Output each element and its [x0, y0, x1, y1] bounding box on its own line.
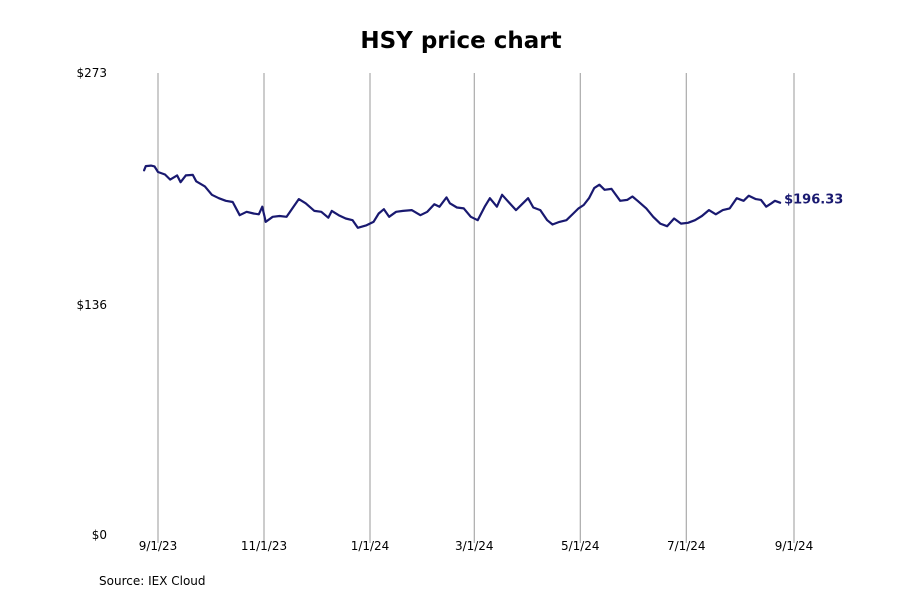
x-axis-ticks: 9/1/23 11/1/23 1/1/24 3/1/24 5/1/24 7/1/24 9/1…: [139, 539, 814, 553]
x-tick-label-6: 9/1/24: [775, 539, 814, 553]
y-tick-label-1: $136: [76, 298, 107, 312]
x-tick-label-4: 5/1/24: [561, 539, 600, 553]
x-tick-label-2: 1/1/24: [351, 539, 390, 553]
last-price-label: $196.33: [784, 193, 843, 208]
y-axis-ticks: $0 $136 $273: [76, 66, 107, 542]
x-tick-label-1: 11/1/23: [241, 539, 287, 553]
x-tick-label-5: 7/1/24: [667, 539, 706, 553]
y-tick-label-2: $273: [76, 66, 107, 80]
y-tick-label-0: $0: [92, 528, 107, 542]
chart-title: HSY price chart: [360, 28, 562, 54]
x-tick-label-3: 3/1/24: [455, 539, 494, 553]
source-note: Source: IEX Cloud: [99, 574, 206, 588]
price-series-line: [143, 164, 782, 229]
x-tick-label-0: 9/1/23: [139, 539, 178, 553]
grid-lines: [157, 73, 795, 543]
